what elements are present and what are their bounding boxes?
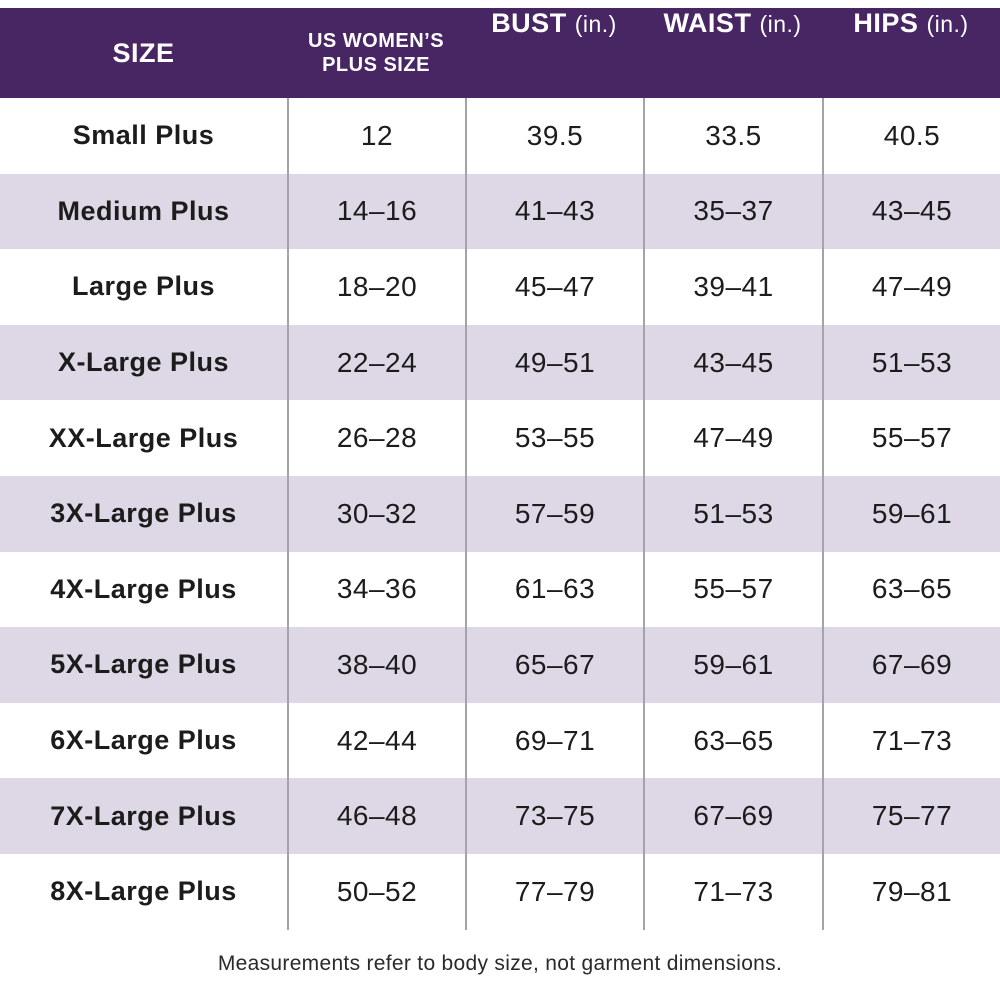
cell-waist: 51–53 — [643, 475, 822, 552]
cell-plus-size: 22–24 — [287, 324, 465, 401]
header-hips-label: HIPS — [853, 8, 919, 38]
table-row: 4X-Large Plus 34–36 61–63 55–57 63–65 — [0, 551, 1000, 628]
cell-hips: 47–49 — [822, 249, 1000, 325]
header-bust-label: BUST — [491, 8, 567, 38]
cell-waist: 71–73 — [643, 853, 822, 930]
table-row: 7X-Large Plus 46–48 73–75 67–69 75–77 — [0, 778, 1000, 854]
cell-bust: 69–71 — [465, 702, 643, 779]
cell-plus-size: 14–16 — [287, 173, 465, 250]
cell-hips: 59–61 — [822, 475, 1000, 552]
cell-size: 4X-Large Plus — [50, 573, 237, 604]
cell-plus-size: 38–40 — [287, 627, 465, 703]
cell-bust: 45–47 — [465, 249, 643, 325]
cell-hips: 51–53 — [822, 324, 1000, 401]
cell-size: Small Plus — [72, 120, 215, 151]
cell-waist: 43–45 — [643, 324, 822, 401]
table-row: Medium Plus 14–16 41–43 35–37 43–45 — [0, 173, 1000, 250]
header-waist-unit: (in.) — [759, 11, 802, 37]
cell-bust: 73–75 — [465, 778, 643, 854]
header-hips-unit: (in.) — [926, 11, 969, 37]
cell-size: 6X-Large Plus — [50, 725, 237, 756]
cell-plus-size: 18–20 — [287, 249, 465, 325]
cell-size: Large Plus — [71, 271, 216, 302]
cell-bust: 39.5 — [465, 98, 643, 174]
cell-plus-size: 42–44 — [287, 702, 465, 779]
header-waist-label: WAIST — [663, 8, 752, 38]
cell-bust: 57–59 — [465, 475, 643, 552]
cell-waist: 55–57 — [643, 551, 822, 628]
cell-waist: 63–65 — [643, 702, 822, 779]
cell-size: XX-Large Plus — [48, 422, 239, 453]
table-row: 5X-Large Plus 38–40 65–67 59–61 67–69 — [0, 627, 1000, 703]
cell-plus-size: 34–36 — [287, 551, 465, 628]
table-row: 8X-Large Plus 50–52 77–79 71–73 79–81 — [0, 853, 1000, 930]
cell-plus-size: 46–48 — [287, 778, 465, 854]
header-waist: WAIST (in.) — [643, 8, 822, 98]
cell-plus-size: 30–32 — [287, 475, 465, 552]
cell-waist: 47–49 — [643, 400, 822, 476]
cell-waist: 35–37 — [643, 173, 822, 250]
cell-hips: 55–57 — [822, 400, 1000, 476]
cell-waist: 59–61 — [643, 627, 822, 703]
cell-size: Medium Plus — [57, 195, 230, 226]
header-size: SIZE — [0, 8, 287, 98]
table-row: X-Large Plus 22–24 49–51 43–45 51–53 — [0, 324, 1000, 401]
header-bust-unit: (in.) — [574, 11, 617, 37]
cell-hips: 40.5 — [822, 98, 1000, 174]
cell-hips: 67–69 — [822, 627, 1000, 703]
header-bust: BUST (in.) — [465, 8, 643, 98]
table-body: Small Plus 12 39.5 33.5 40.5 Medium Plus 14–16… — [0, 98, 1000, 930]
table-row: XX-Large Plus 26–28 53–55 47–49 55–57 — [0, 400, 1000, 476]
cell-plus-size: 26–28 — [287, 400, 465, 476]
cell-bust: 53–55 — [465, 400, 643, 476]
cell-bust: 65–67 — [465, 627, 643, 703]
table-header: SIZE US WOMEN’S PLUS SIZE BUST (in.) WAI… — [0, 8, 1000, 98]
table-row: Small Plus 12 39.5 33.5 40.5 — [0, 98, 1000, 174]
cell-size: 8X-Large Plus — [50, 876, 237, 907]
cell-waist: 33.5 — [643, 98, 822, 174]
table-row: 6X-Large Plus 42–44 69–71 63–65 71–73 — [0, 702, 1000, 779]
header-size-label: SIZE — [112, 37, 175, 68]
size-chart: SIZE US WOMEN’S PLUS SIZE BUST (in.) WAI… — [0, 8, 1000, 975]
cell-hips: 71–73 — [822, 702, 1000, 779]
cell-plus-size: 12 — [287, 98, 465, 174]
cell-size: 3X-Large Plus — [50, 498, 237, 529]
cell-hips: 79–81 — [822, 853, 1000, 930]
cell-waist: 67–69 — [643, 778, 822, 854]
cell-hips: 75–77 — [822, 778, 1000, 854]
header-plus-size-line2: PLUS SIZE — [322, 54, 430, 76]
cell-waist: 39–41 — [643, 249, 822, 325]
cell-hips: 63–65 — [822, 551, 1000, 628]
footnote: Measurements refer to body size, not gar… — [217, 951, 783, 975]
header-plus-size-line1: US WOMEN’S — [307, 30, 445, 52]
cell-hips: 43–45 — [822, 173, 1000, 250]
cell-bust: 49–51 — [465, 324, 643, 401]
table-row: 3X-Large Plus 30–32 57–59 51–53 59–61 — [0, 475, 1000, 552]
cell-size: 7X-Large Plus — [50, 800, 237, 831]
cell-size: X-Large Plus — [57, 347, 230, 378]
table-row: Large Plus 18–20 45–47 39–41 47–49 — [0, 249, 1000, 325]
cell-plus-size: 50–52 — [287, 853, 465, 930]
cell-bust: 77–79 — [465, 853, 643, 930]
cell-bust: 41–43 — [465, 173, 643, 250]
cell-bust: 61–63 — [465, 551, 643, 628]
cell-size: 5X-Large Plus — [50, 649, 237, 680]
header-plus-size: US WOMEN’S PLUS SIZE — [287, 8, 465, 98]
header-hips: HIPS (in.) — [822, 8, 1000, 98]
